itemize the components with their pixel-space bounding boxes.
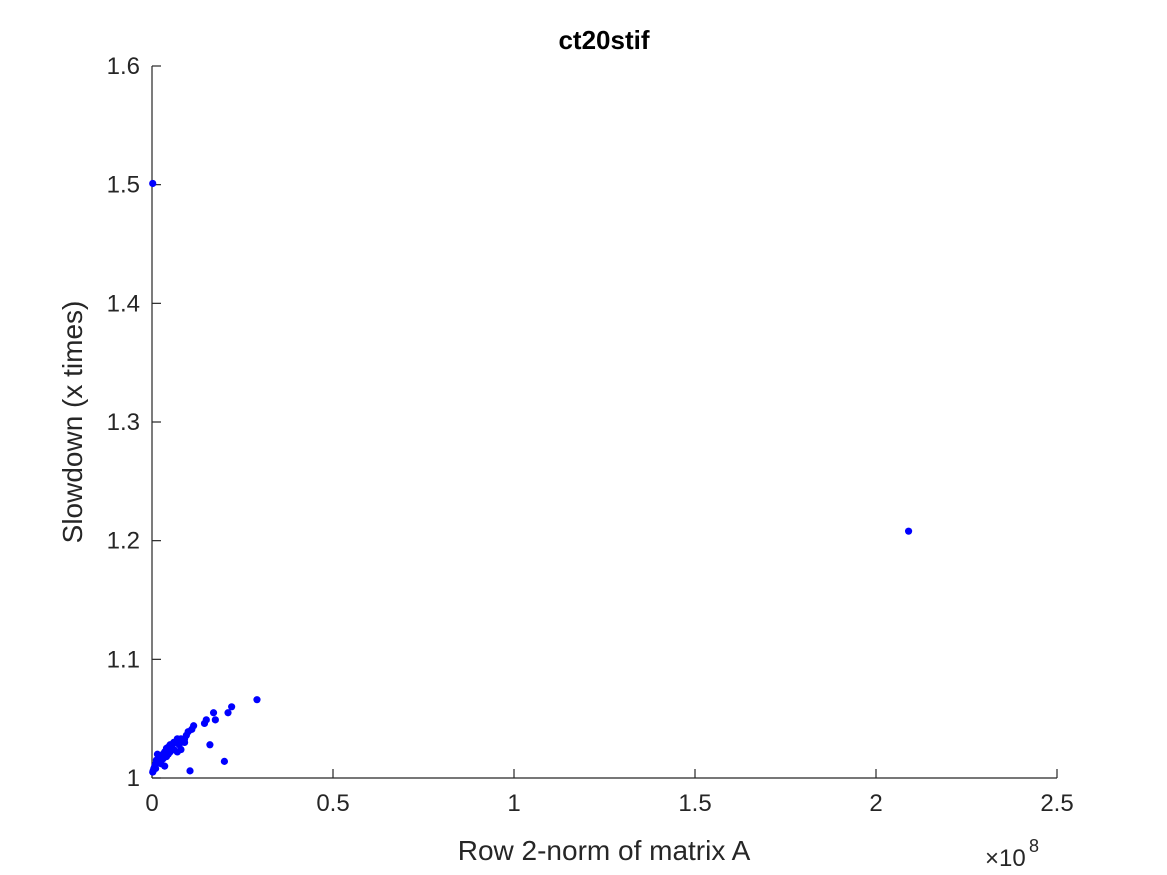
x-exponent: ×10 8 (985, 836, 1039, 872)
y-tick-label: 1.5 (107, 172, 140, 199)
data-point (200, 719, 209, 728)
data-point (904, 527, 913, 535)
data-point (164, 750, 172, 758)
data-point (149, 179, 157, 188)
x-ticks: 0 0.5 1 1.5 2 2.5 (145, 769, 1074, 817)
x-tick-label: 1.5 (678, 790, 711, 817)
y-tick-label: 1.3 (107, 409, 140, 436)
x-axis-label: Row 2-norm of matrix A (458, 835, 751, 866)
y-axis-label: Slowdown (x times) (57, 301, 88, 544)
x-tick-label: 0.5 (316, 790, 349, 817)
data-point (152, 764, 160, 773)
y-tick-label: 1.2 (107, 528, 140, 555)
x-exponent-base: ×10 (985, 845, 1026, 872)
data-point (206, 741, 214, 749)
y-ticks: 1 1.1 1.2 1.3 1.4 1.5 1.6 (107, 53, 161, 792)
data-point (159, 755, 167, 763)
data-point (224, 709, 232, 717)
data-point (153, 750, 162, 758)
data-point (186, 767, 194, 775)
data-point (209, 709, 218, 717)
x-exponent-power: 8 (1029, 836, 1039, 856)
x-tick-label: 2 (869, 790, 882, 817)
x-tick-label: 1 (507, 790, 520, 817)
data-point (211, 716, 219, 724)
data-point (228, 703, 236, 711)
data-point (175, 741, 183, 749)
data-point (220, 757, 228, 765)
y-tick-label: 1.6 (107, 53, 140, 80)
data-point (161, 762, 169, 770)
data-point (180, 738, 189, 747)
y-tick-label: 1.4 (107, 290, 140, 317)
data-point (253, 696, 261, 704)
data-points (149, 179, 913, 776)
y-tick-label: 1 (127, 765, 140, 792)
y-tick-label: 1.1 (107, 646, 140, 673)
data-point (168, 744, 176, 752)
x-tick-label: 2.5 (1040, 790, 1073, 817)
x-tick-label: 0 (145, 790, 158, 817)
chart-title: ct20stif (558, 25, 649, 55)
